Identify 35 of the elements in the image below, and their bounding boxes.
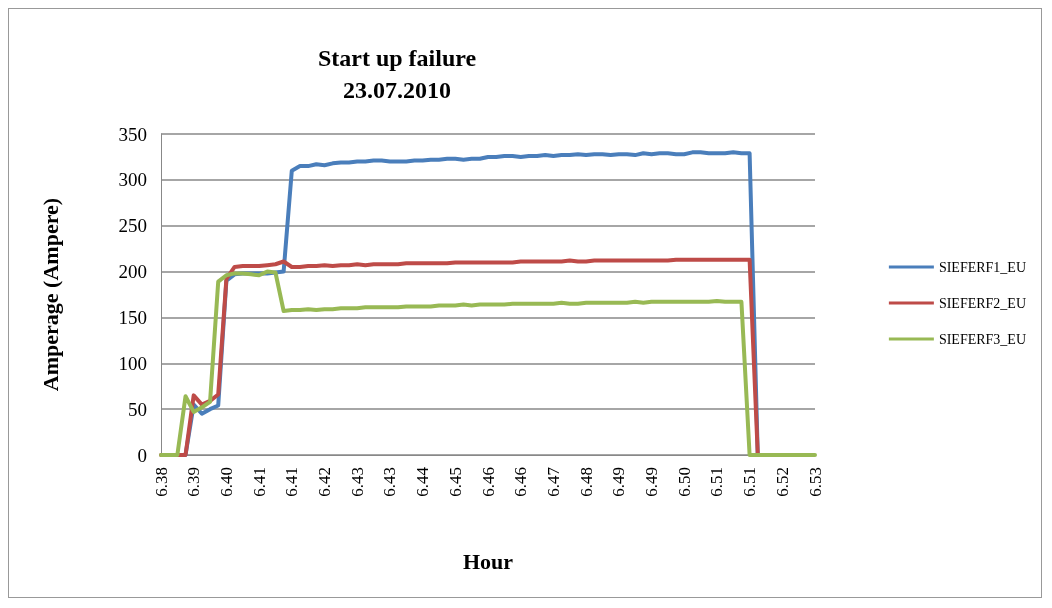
x-tick-label: 6.44 (413, 466, 433, 497)
x-tick-label: 6.49 (642, 467, 661, 497)
x-tick-label: 6.42 (315, 467, 334, 497)
x-tick-label: 6.39 (184, 467, 204, 497)
x-tick-label: 6.50 (674, 467, 694, 497)
x-tick-label: 6.46 (478, 467, 498, 497)
y-tick-label: 0 (137, 444, 147, 466)
x-tick-label: 6.43 (347, 467, 367, 497)
legend-label: SIEFERF3_EU (938, 331, 1026, 347)
y-tick-label: 100 (118, 352, 147, 374)
x-tick-label: 6.49 (609, 467, 629, 497)
x-tick-label: 6.51 (740, 467, 760, 497)
x-tick-label: 6.45 (445, 467, 465, 497)
y-tick-label: 300 (118, 169, 147, 191)
y-tick-label: 350 (118, 123, 147, 145)
x-tick-label: 6.38 (151, 467, 171, 497)
y-tick-label: 50 (128, 398, 147, 420)
y-tick-label: 200 (118, 261, 147, 283)
x-tick-label: 6.53 (805, 467, 825, 497)
y-tick-label: 150 (118, 306, 147, 328)
x-tick-label: 6.48 (576, 467, 596, 497)
y-tick-label: 250 (118, 215, 147, 237)
legend-label: SIEFERF1_EU (938, 259, 1026, 275)
x-tick-label: 6.43 (380, 467, 400, 497)
x-tick-label: 6.46 (511, 467, 531, 497)
x-tick-label: 6.41 (282, 467, 302, 497)
x-tick-label: 6.41 (249, 467, 269, 497)
x-tick-label: 6.47 (543, 466, 563, 497)
x-tick-label: 6.51 (707, 467, 727, 497)
y-axis-title: Amperage (Ampere) (37, 197, 63, 392)
x-tick-label: 6.52 (772, 467, 792, 497)
legend-label: SIEFERF2_EU (938, 295, 1026, 311)
x-tick-label: 6.40 (216, 467, 236, 497)
x-axis-title: Hour (462, 548, 514, 574)
chart-title: Start up failure 23.07.2010 (317, 45, 477, 103)
